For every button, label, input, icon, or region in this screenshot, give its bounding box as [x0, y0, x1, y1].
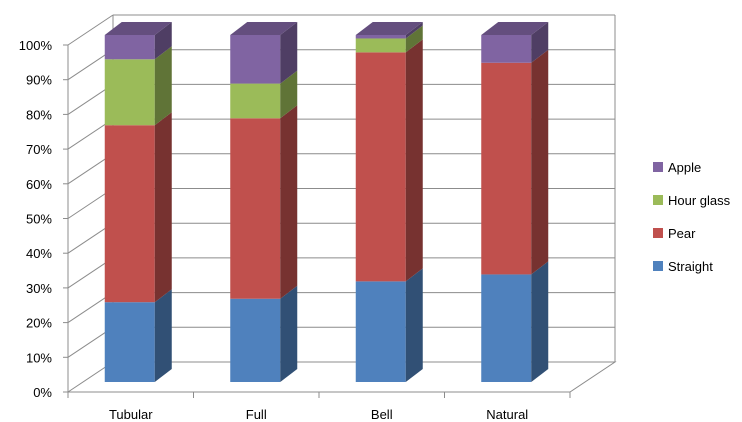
legend-swatch	[653, 228, 663, 238]
x-axis-tick-labels: Tubular Full Bell Natural	[109, 407, 528, 422]
y-tick-label: 100%	[19, 38, 53, 53]
bar-top-face	[481, 22, 549, 35]
bar-front-face	[230, 118, 281, 299]
bar-segment-pear	[481, 49, 549, 275]
bar-segment-apple	[230, 22, 298, 84]
bar-side-face	[405, 268, 423, 382]
bar-front-face	[104, 125, 155, 303]
legend: Apple Hour glass Pear Straight	[653, 160, 731, 274]
bar-front-face	[481, 274, 532, 382]
bar-front-face	[355, 38, 406, 53]
y-tick-label: 90%	[26, 73, 52, 88]
y-tick-label: 10%	[26, 350, 52, 365]
bar-segment-pear	[104, 112, 172, 303]
bar-segment-apple	[104, 22, 172, 60]
bar-top-face	[355, 22, 423, 35]
bar-segment-apple	[355, 22, 423, 39]
bar-front-face	[355, 281, 406, 382]
x-tick-label: Bell	[371, 407, 393, 422]
bar-side-face	[405, 25, 423, 53]
y-axis-tick-labels: 0% 10% 20% 30% 40% 50% 60% 70% 80% 90% 100%	[19, 38, 53, 400]
y-tick-label: 60%	[26, 177, 52, 192]
bar-side-face	[531, 22, 549, 63]
bar-side-face	[405, 39, 423, 282]
bar-stacks	[104, 22, 549, 382]
bar-segment-hour-glass	[104, 46, 172, 126]
bar-segment-straight	[355, 268, 423, 382]
legend-item: Straight	[653, 259, 713, 274]
bar-side-face	[154, 289, 172, 382]
bar-front-face	[104, 59, 155, 126]
y-tick-label: 50%	[26, 212, 52, 227]
y-tick-label: 0%	[33, 385, 52, 400]
bar-front-face	[355, 52, 406, 282]
bar-top-face	[104, 22, 172, 35]
bar-segment-pear	[230, 105, 298, 299]
bar-side-face	[280, 105, 298, 299]
y-tick-label: 30%	[26, 281, 52, 296]
bar-segment-apple	[481, 22, 549, 63]
bar-top-face	[230, 22, 298, 35]
bar-front-face	[230, 298, 281, 382]
legend-swatch	[653, 195, 663, 205]
x-tick-label: Tubular	[109, 407, 153, 422]
bar-front-face	[230, 35, 281, 84]
bar-side-face	[280, 70, 298, 119]
bar-segment-pear	[355, 39, 423, 282]
legend-item: Apple	[653, 160, 701, 175]
bar-front-face	[481, 62, 532, 275]
bar-side-face	[531, 49, 549, 275]
x-tick-label: Full	[246, 407, 267, 422]
bar-side-face	[154, 112, 172, 303]
legend-swatch	[653, 261, 663, 271]
bar-side-face	[280, 285, 298, 382]
bar-front-face	[355, 35, 406, 39]
bar-front-face	[481, 35, 532, 63]
y-tick-label: 40%	[26, 246, 52, 261]
bar-segment-straight	[230, 285, 298, 382]
bar-side-face	[280, 22, 298, 84]
x-tick-label: Natural	[486, 407, 528, 422]
bar-segment-straight	[104, 289, 172, 382]
bar-side-face	[405, 22, 423, 39]
bar-segment-hour-glass	[230, 70, 298, 119]
legend-label: Pear	[668, 226, 696, 241]
bar-side-face	[154, 22, 172, 60]
bar-front-face	[230, 83, 281, 119]
legend-label: Hour glass	[668, 193, 731, 208]
legend-label: Straight	[668, 259, 713, 274]
legend-item: Hour glass	[653, 193, 731, 208]
y-tick-label: 70%	[26, 142, 52, 157]
bar-front-face	[104, 302, 155, 382]
bar-segment-hour-glass	[355, 25, 423, 53]
bar-segment-straight	[481, 261, 549, 382]
legend-label: Apple	[668, 160, 701, 175]
bar-front-face	[104, 35, 155, 60]
y-tick-label: 20%	[26, 316, 52, 331]
y-tick-label: 80%	[26, 107, 52, 122]
legend-swatch	[653, 162, 663, 172]
bar-side-face	[531, 261, 549, 382]
gridline-side	[67, 14, 114, 46]
bar-side-face	[154, 46, 172, 126]
legend-item: Pear	[653, 226, 696, 241]
axes	[63, 44, 571, 398]
